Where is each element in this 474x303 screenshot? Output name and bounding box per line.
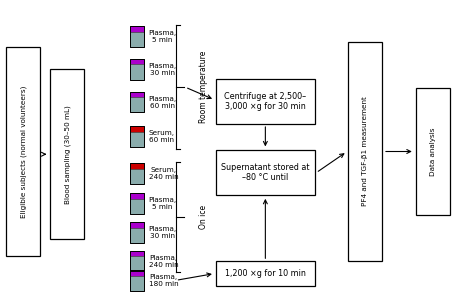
Bar — [130, 59, 144, 79]
Bar — [130, 270, 144, 291]
Bar — [130, 26, 144, 47]
Bar — [130, 59, 144, 79]
Text: Data analysis: Data analysis — [429, 127, 436, 176]
Bar — [130, 222, 144, 243]
Bar — [130, 126, 144, 147]
Text: Plasma,
5 min: Plasma, 5 min — [149, 197, 177, 210]
Bar — [130, 251, 144, 256]
Text: Serum,
60 min: Serum, 60 min — [149, 130, 174, 143]
Bar — [216, 79, 315, 124]
Bar — [130, 222, 144, 228]
Text: Plasma,
240 min: Plasma, 240 min — [149, 255, 178, 268]
Bar — [130, 193, 144, 214]
Text: Serum,
240 min: Serum, 240 min — [149, 167, 178, 180]
Bar — [130, 26, 144, 32]
Bar — [348, 42, 382, 261]
Text: Centrifuge at 2,500–
3,000 ×g for 30 min: Centrifuge at 2,500– 3,000 ×g for 30 min — [224, 92, 306, 111]
Bar — [130, 222, 144, 243]
Bar — [130, 270, 144, 275]
Bar — [6, 47, 40, 256]
Text: 1,200 ×g for 10 min: 1,200 ×g for 10 min — [225, 269, 306, 278]
Text: PF4 and TGF-β1 measurement: PF4 and TGF-β1 measurement — [362, 97, 368, 206]
Text: Plasma,
180 min: Plasma, 180 min — [149, 274, 178, 287]
Text: Plasma,
30 min: Plasma, 30 min — [149, 226, 177, 239]
Bar — [130, 126, 144, 147]
Bar — [130, 251, 144, 271]
Text: Room temperature: Room temperature — [199, 51, 208, 123]
Bar — [130, 251, 144, 271]
Bar — [130, 163, 144, 169]
Bar — [216, 261, 315, 286]
Text: Plasma,
60 min: Plasma, 60 min — [149, 96, 177, 109]
Bar — [130, 92, 144, 112]
Text: On ice: On ice — [199, 205, 208, 229]
Text: Blood sampling (30–50 mL): Blood sampling (30–50 mL) — [64, 105, 71, 204]
Bar — [130, 59, 144, 65]
Bar — [130, 163, 144, 184]
Bar — [416, 88, 450, 215]
Text: Plasma,
30 min: Plasma, 30 min — [149, 63, 177, 76]
Bar — [130, 163, 144, 184]
Text: Plasma,
5 min: Plasma, 5 min — [149, 30, 177, 43]
Bar — [130, 270, 144, 291]
Bar — [130, 193, 144, 199]
Text: Supernatant stored at
–80 °C until: Supernatant stored at –80 °C until — [221, 163, 310, 182]
Bar — [216, 150, 315, 195]
Bar — [130, 126, 144, 132]
Bar — [50, 69, 84, 239]
Bar — [130, 92, 144, 112]
Bar — [130, 26, 144, 47]
Bar — [130, 193, 144, 214]
Text: Eligible subjects (normal volunteers): Eligible subjects (normal volunteers) — [20, 85, 27, 218]
Bar — [130, 92, 144, 97]
